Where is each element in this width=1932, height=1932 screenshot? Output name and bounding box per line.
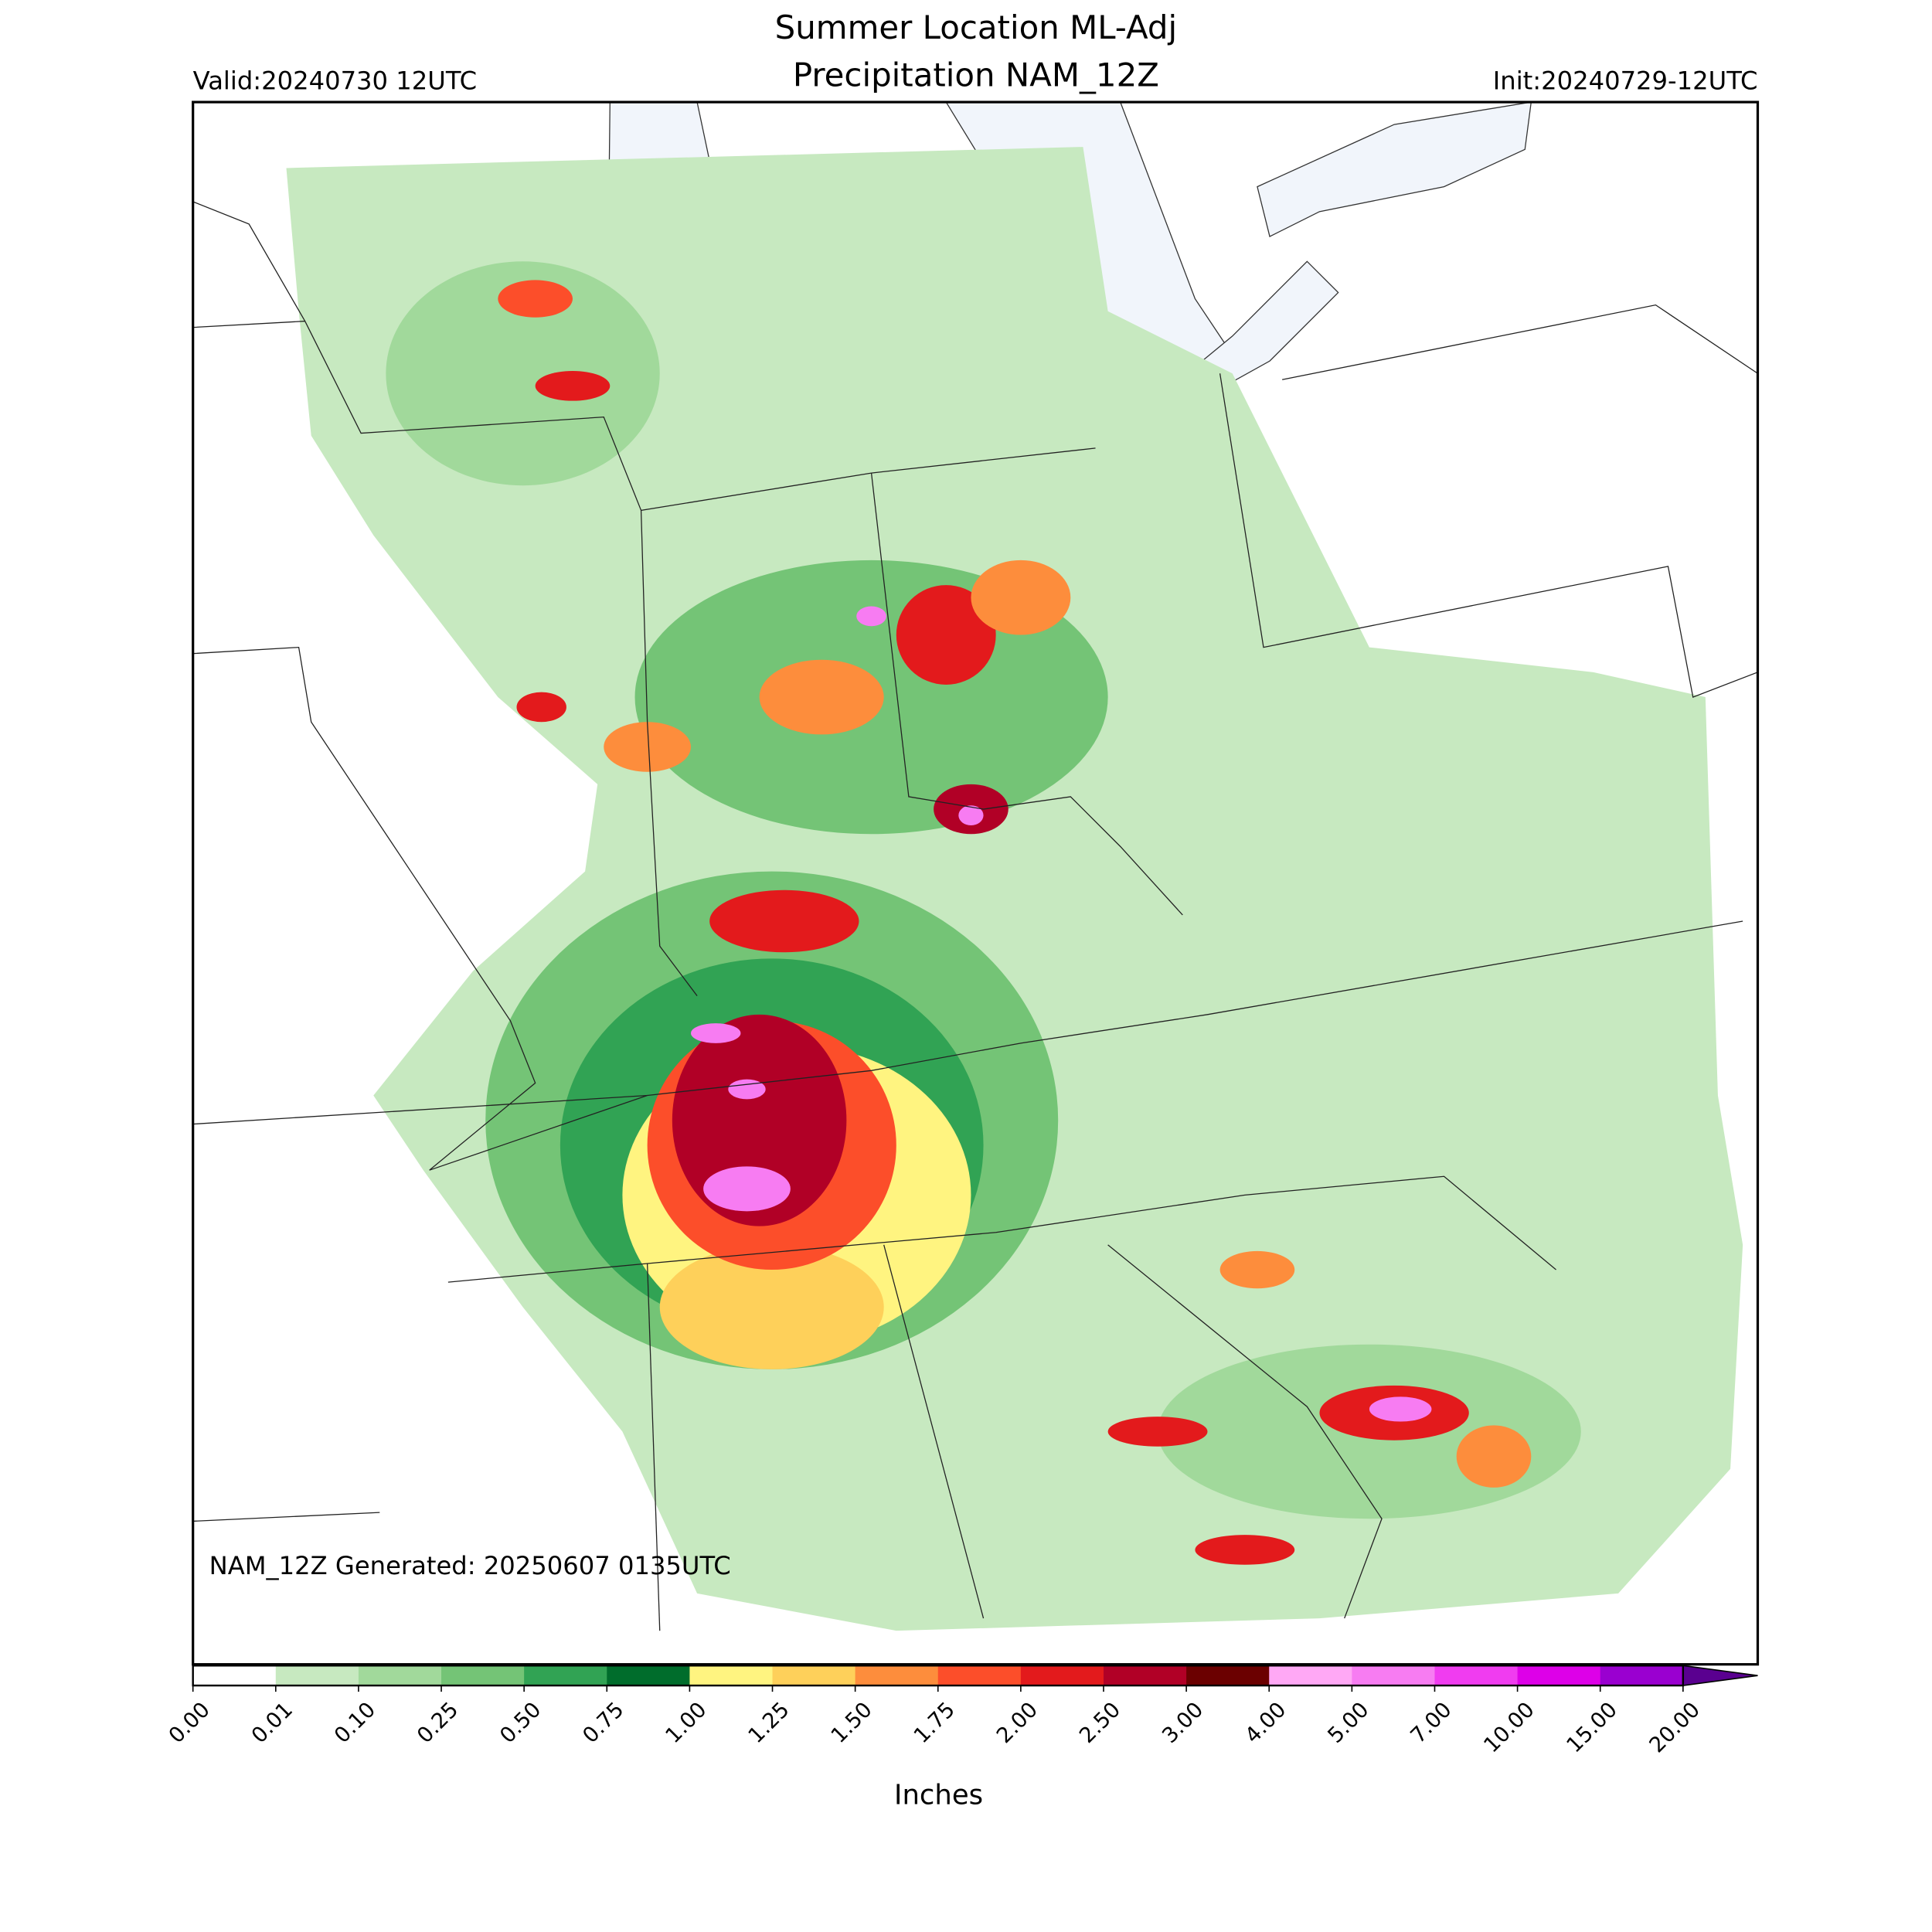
title-line: Precipitation NAM_12Z: [793, 56, 1159, 94]
precip-field: [286, 147, 1743, 1631]
colorbar-segment: [192, 1665, 277, 1686]
colorbar-tick-label: 1.50: [827, 1698, 877, 1748]
colorbar-tick-label: 5.00: [1324, 1698, 1374, 1748]
colorbar-tick-label: 3.00: [1158, 1698, 1208, 1748]
colorbar-segment: [1020, 1665, 1104, 1686]
init-time: Init:20240729-12UTC: [1493, 66, 1758, 95]
colorbar-tick-label: 0.75: [578, 1698, 628, 1748]
colorbar-segment: [607, 1665, 691, 1686]
colorbar-segment: [689, 1665, 774, 1686]
colorbar-segment: [772, 1665, 856, 1686]
map: [192, 102, 1758, 1631]
colorbar-segment: [1600, 1665, 1684, 1686]
map-frame: [192, 100, 1760, 1666]
colorbar-segment: [275, 1665, 359, 1686]
colorbar-segment: [1103, 1665, 1187, 1686]
colorbar-tick-label: 2.50: [1075, 1698, 1125, 1748]
colorbar-tick-label: 0.00: [165, 1698, 215, 1748]
colorbar-label: Inches: [894, 1779, 983, 1811]
colorbar-segment: [1434, 1665, 1519, 1686]
colorbar-tick-label: 0.25: [413, 1698, 463, 1748]
colorbar-tick-label: 0.10: [330, 1698, 380, 1748]
colorbar-tick-label: 1.00: [662, 1698, 712, 1748]
colorbar-segment: [937, 1665, 1022, 1686]
colorbar-tick-label: 4.00: [1240, 1698, 1291, 1748]
generated-note: NAM_12Z Generated: 20250607 0135UTC: [209, 1551, 731, 1580]
colorbar-segment: [1352, 1665, 1436, 1686]
colorbar-segment: [1269, 1665, 1353, 1686]
colorbar-tick-label: 1.75: [910, 1698, 960, 1748]
colorbar-tick-label: 0.50: [495, 1698, 546, 1748]
colorbar-segment: [1186, 1665, 1270, 1686]
colorbar-extension: [1682, 1665, 1758, 1686]
colorbar-tick-label: 15.00: [1563, 1698, 1622, 1757]
colorbar-segment: [441, 1665, 525, 1686]
colorbar-tick-label: 10.00: [1479, 1698, 1539, 1757]
colorbar-tick-label: 20.00: [1645, 1698, 1705, 1757]
colorbar-segment: [524, 1665, 608, 1686]
title-line: Summer Location ML-Adj: [775, 9, 1177, 46]
colorbar-tick-label: 2.00: [992, 1698, 1043, 1748]
colorbar-tick-label: 0.01: [247, 1698, 298, 1748]
colorbar-segment: [1517, 1665, 1601, 1686]
colorbar-segment: [358, 1665, 442, 1686]
lake: [1257, 102, 1532, 237]
colorbar: 0.00 0.01 0.10 0.25 0.50 0.75 1.00 1.25 1.50 1.75…: [165, 1665, 1758, 1757]
state-borders: [192, 201, 1758, 1631]
valid-time: Valid:20240730 12UTC: [193, 66, 477, 95]
colorbar-tick-label: 7.00: [1406, 1698, 1457, 1748]
colorbar-segment: [855, 1665, 939, 1686]
colorbar-tick-label: 1.25: [744, 1698, 794, 1748]
